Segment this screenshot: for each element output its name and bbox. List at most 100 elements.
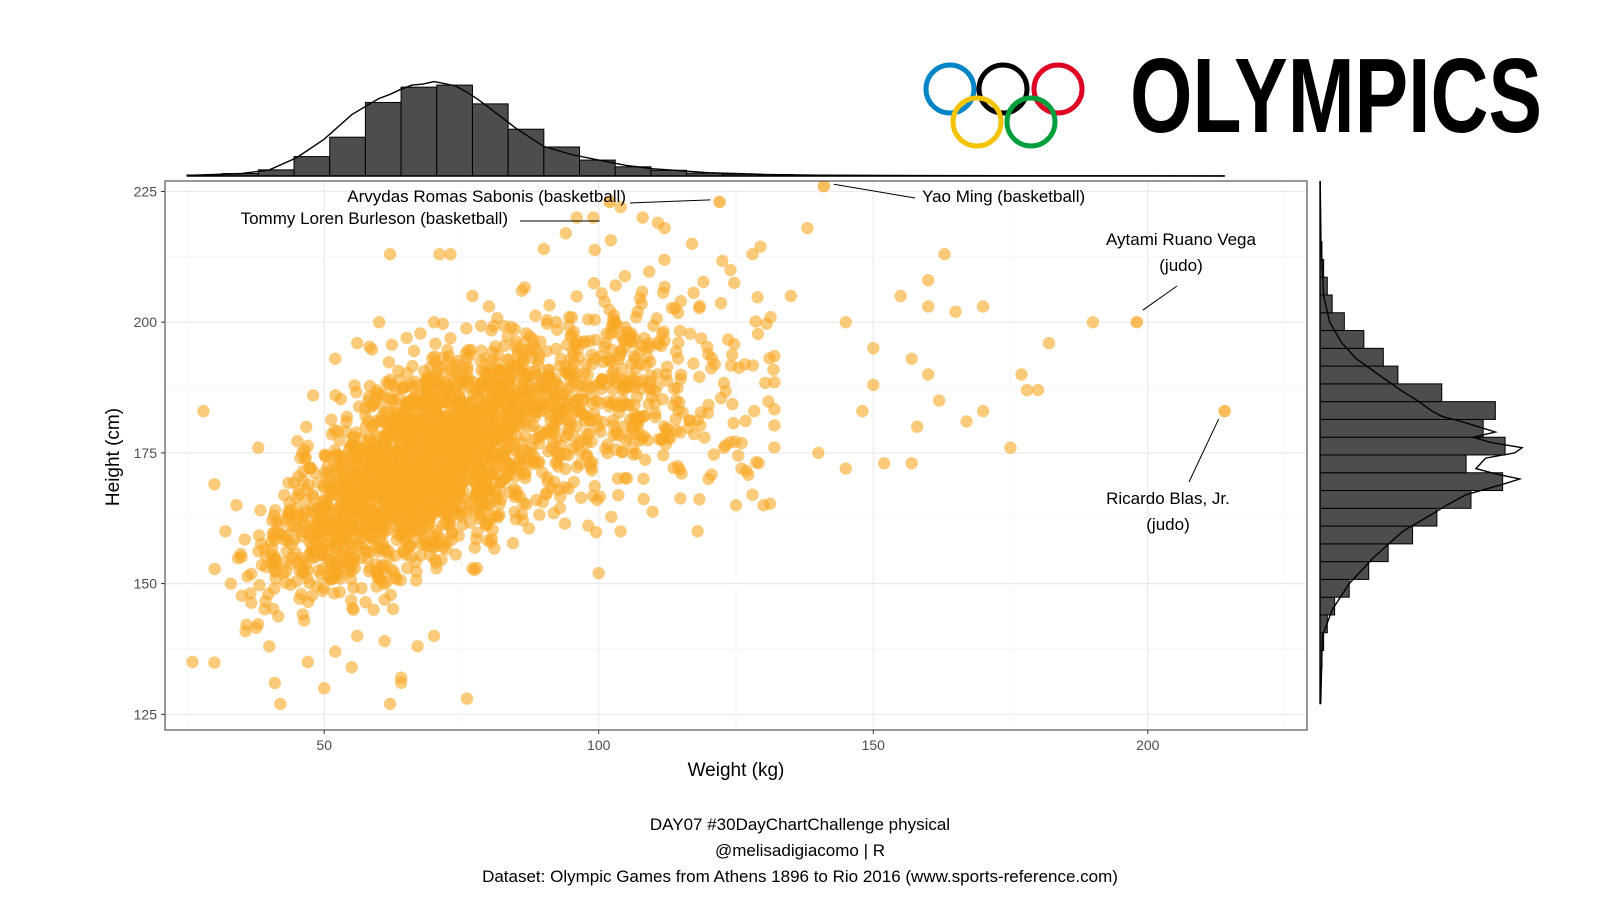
scatter-point xyxy=(609,279,622,292)
scatter-point xyxy=(649,410,662,424)
annotation-burleson: Tommy Loren Burleson (basketball) xyxy=(241,209,508,228)
scatter-point xyxy=(408,375,421,388)
scatter-point xyxy=(440,535,453,549)
marginal-x-bar xyxy=(436,84,473,177)
scatter-point xyxy=(685,237,699,250)
scatter-point xyxy=(472,442,485,456)
scatter-point xyxy=(208,562,221,576)
scatter-point xyxy=(455,505,469,518)
panel-border xyxy=(164,180,1308,731)
scatter-point xyxy=(219,525,232,538)
scatter-point xyxy=(540,314,554,327)
scatter-point xyxy=(516,514,529,527)
scatter-point xyxy=(544,414,557,428)
scatter-point xyxy=(614,525,627,538)
scatter-point xyxy=(513,396,526,410)
scatter-point xyxy=(702,472,715,486)
scatter-point xyxy=(976,300,990,313)
scatter-point xyxy=(274,697,287,711)
scatter-point xyxy=(648,384,662,398)
marginal-y-bar xyxy=(1319,347,1384,367)
scatter-point xyxy=(565,442,579,455)
marginal-x-density-curve xyxy=(186,80,1225,177)
scatter-point xyxy=(307,544,321,558)
y-tick-label: 125 xyxy=(134,706,158,722)
logo-text: OLYMPICS xyxy=(1130,37,1542,155)
scatter-point xyxy=(550,376,563,390)
olympic-ring-icon xyxy=(923,62,977,116)
scatter-point xyxy=(553,360,566,373)
scatter-point xyxy=(658,253,671,266)
scatter-point xyxy=(589,333,602,347)
scatter-point xyxy=(584,461,597,474)
scatter-point xyxy=(446,501,459,514)
scatter-point xyxy=(418,364,431,378)
scatter-point xyxy=(568,395,581,409)
annotation-leader-line xyxy=(1188,418,1220,483)
scatter-point xyxy=(587,277,601,290)
scatter-point xyxy=(612,489,625,502)
scatter-point xyxy=(911,420,924,433)
scatter-point xyxy=(301,595,315,609)
scatter-point xyxy=(501,353,515,366)
scatter-point xyxy=(555,409,569,422)
marginal-y-bar xyxy=(1319,472,1504,492)
scatter-point xyxy=(801,221,814,235)
scatter-point xyxy=(485,532,499,546)
marginal-y-bar xyxy=(1319,454,1467,474)
scatter-point xyxy=(932,394,946,407)
scatter-point xyxy=(505,320,518,334)
highlighted-point xyxy=(603,195,616,209)
scatter-point xyxy=(518,468,531,481)
scatter-point xyxy=(617,379,631,393)
scatter-point xyxy=(593,377,606,390)
scatter-point xyxy=(636,211,649,224)
scatter-point xyxy=(371,567,384,580)
scatter-point xyxy=(1042,336,1056,350)
scatter-point xyxy=(397,504,410,517)
y-tick-label: 200 xyxy=(134,314,158,330)
scatter-point xyxy=(334,392,347,406)
scatter-point xyxy=(542,368,555,382)
scatter-point xyxy=(527,419,540,433)
scatter-point xyxy=(530,369,543,382)
scatter-point xyxy=(268,676,281,690)
scatter-point xyxy=(485,324,498,337)
olympic-ring-icon xyxy=(950,95,1004,149)
scatter-point xyxy=(419,532,432,546)
scatter-point xyxy=(320,495,333,509)
scatter-point xyxy=(628,398,641,412)
scatter-point xyxy=(423,470,436,483)
marginal-x-bar xyxy=(329,136,366,177)
scatter-point xyxy=(509,340,522,353)
annotation-ruano-vega-sport: (judo) xyxy=(1159,256,1202,275)
scatter-point xyxy=(287,520,300,534)
scatter-point xyxy=(529,309,542,322)
annotation-yao-ming: Yao Ming (basketball) xyxy=(922,187,1085,206)
scatter-point xyxy=(905,457,918,470)
scatter-point xyxy=(387,445,401,459)
scatter-point xyxy=(301,655,314,669)
scatter-point xyxy=(839,462,852,475)
scatter-point xyxy=(372,316,386,329)
highlighted-point xyxy=(713,195,726,209)
scatter-point xyxy=(466,289,479,303)
scatter-point xyxy=(667,382,681,395)
scatter-point xyxy=(344,457,358,471)
scatter-point xyxy=(625,335,638,349)
y-tick-label: 150 xyxy=(134,576,158,592)
scatter-point xyxy=(417,396,430,409)
scatter-point xyxy=(724,263,737,277)
scatter-point xyxy=(750,456,763,469)
scatter-point xyxy=(272,610,285,623)
marginal-y-bar xyxy=(1319,490,1472,509)
scatter-point xyxy=(757,499,770,512)
scatter-point xyxy=(583,414,597,427)
scatter-point xyxy=(938,248,951,261)
scatter-point xyxy=(464,343,477,357)
scatter-point xyxy=(438,458,451,472)
scatter-point xyxy=(268,533,282,547)
scatter-point xyxy=(698,431,711,444)
scatter-point xyxy=(326,536,339,549)
